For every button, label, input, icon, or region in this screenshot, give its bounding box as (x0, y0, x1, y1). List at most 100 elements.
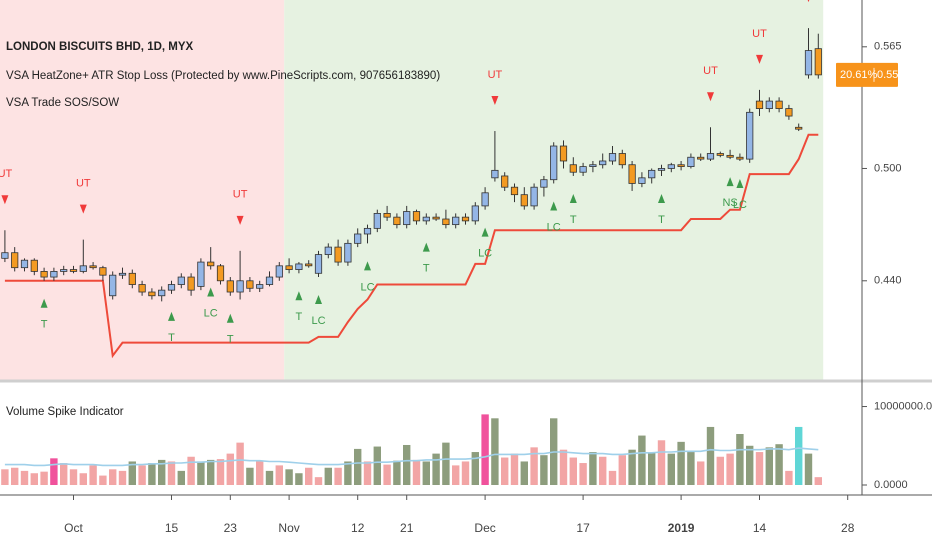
signal-label: LC (204, 307, 218, 319)
candle-body (569, 164, 577, 173)
sell-signal (756, 54, 763, 64)
candle-body (256, 284, 264, 289)
buy-signal (295, 291, 303, 301)
candle-body (265, 276, 274, 285)
x-tick-label: 12 (351, 521, 365, 535)
signal-label: LC (311, 315, 325, 327)
signal-label: NS (722, 197, 737, 209)
candle-body (20, 259, 29, 269)
sell-signal (236, 215, 244, 225)
x-tick-label: Oct (64, 521, 83, 535)
candle-body (775, 100, 783, 109)
signal-label: UT (76, 178, 91, 190)
signal-label: T (423, 263, 430, 275)
candle-body (785, 108, 793, 117)
volume-bar (648, 452, 656, 485)
candle-body (697, 156, 705, 160)
volume-bar (618, 455, 626, 485)
candle-body (510, 186, 519, 196)
buy-signal (40, 298, 48, 308)
candle-body (1, 252, 9, 259)
candle-body (432, 216, 440, 220)
volume-bar (520, 461, 528, 485)
volume-bar (314, 477, 323, 485)
signal-label: T (658, 214, 665, 226)
candle-body (461, 216, 470, 222)
buy-signal (658, 193, 665, 203)
volume-bar (706, 426, 715, 485)
volume-bar (804, 453, 813, 485)
candle-body (138, 284, 146, 293)
volume-bar (1, 469, 9, 485)
volume-bar (471, 452, 479, 485)
candle-body (187, 276, 195, 291)
candle-body (608, 153, 617, 162)
candle-body (40, 271, 48, 278)
volume-bar (158, 459, 166, 485)
candle-body (687, 156, 695, 168)
volume-bar (275, 465, 283, 485)
candle-body (79, 265, 87, 272)
last-price-value: 0.550 (877, 69, 905, 81)
candle-body (628, 164, 636, 184)
volume-bar (207, 459, 215, 485)
volume-bar (324, 467, 332, 485)
buy-signal (569, 193, 577, 203)
volume-bar (383, 464, 391, 485)
sell-signal (707, 92, 714, 102)
candle-body (716, 153, 724, 156)
volume-bar (579, 463, 587, 485)
buy-signal (481, 227, 489, 237)
candle-body (481, 192, 489, 207)
candle-body (30, 259, 38, 272)
candle-body (158, 289, 166, 297)
candle-body (520, 194, 528, 207)
candle-body (334, 246, 342, 263)
volume-bar (246, 467, 254, 485)
candle-body (403, 211, 411, 226)
candle-body (579, 166, 587, 173)
volume-bar (716, 456, 724, 485)
candle-body (746, 111, 754, 160)
volume-bar (344, 461, 352, 485)
volume-bar (589, 452, 597, 485)
volume-bar (393, 460, 401, 485)
sell-signal (807, 0, 810, 3)
volume-bar (403, 444, 411, 485)
volume-bar (736, 434, 744, 485)
candle-body (236, 280, 244, 293)
signal-label: T (570, 214, 577, 226)
x-tick-label: Nov (278, 521, 299, 535)
volume-bar (334, 467, 342, 485)
buy-signal (726, 177, 734, 187)
x-tick-label: 2019 (668, 521, 695, 535)
background-layer (0, 0, 824, 380)
candle-body (50, 271, 58, 278)
volume-y-tick-label: 0.0000 (874, 479, 908, 491)
volume-bar (216, 459, 225, 485)
candle-body (99, 267, 107, 276)
signal-label: LC (733, 199, 747, 211)
volume-bar (785, 470, 793, 485)
volume-bar (79, 473, 87, 485)
volume-bar (559, 449, 568, 485)
volume-bar (89, 465, 97, 485)
volume-bar (50, 458, 58, 485)
volume-bar (197, 461, 205, 485)
volume-bar (285, 469, 293, 485)
volume-bar (295, 473, 303, 485)
buy-signal (207, 287, 215, 297)
candle-body (197, 261, 205, 287)
volume-bar (11, 467, 19, 485)
signal-label: T (296, 311, 303, 323)
candle-body (246, 280, 254, 289)
signal-label: UT (488, 69, 503, 81)
volume-ma-line (4, 447, 819, 467)
stop-loss-line (4, 133, 819, 359)
candle-body (726, 154, 734, 158)
candle-body (69, 269, 78, 272)
volume-bar (726, 453, 734, 485)
volume-bar (305, 467, 313, 485)
volume-bar (491, 418, 499, 485)
candle-body (167, 284, 176, 291)
